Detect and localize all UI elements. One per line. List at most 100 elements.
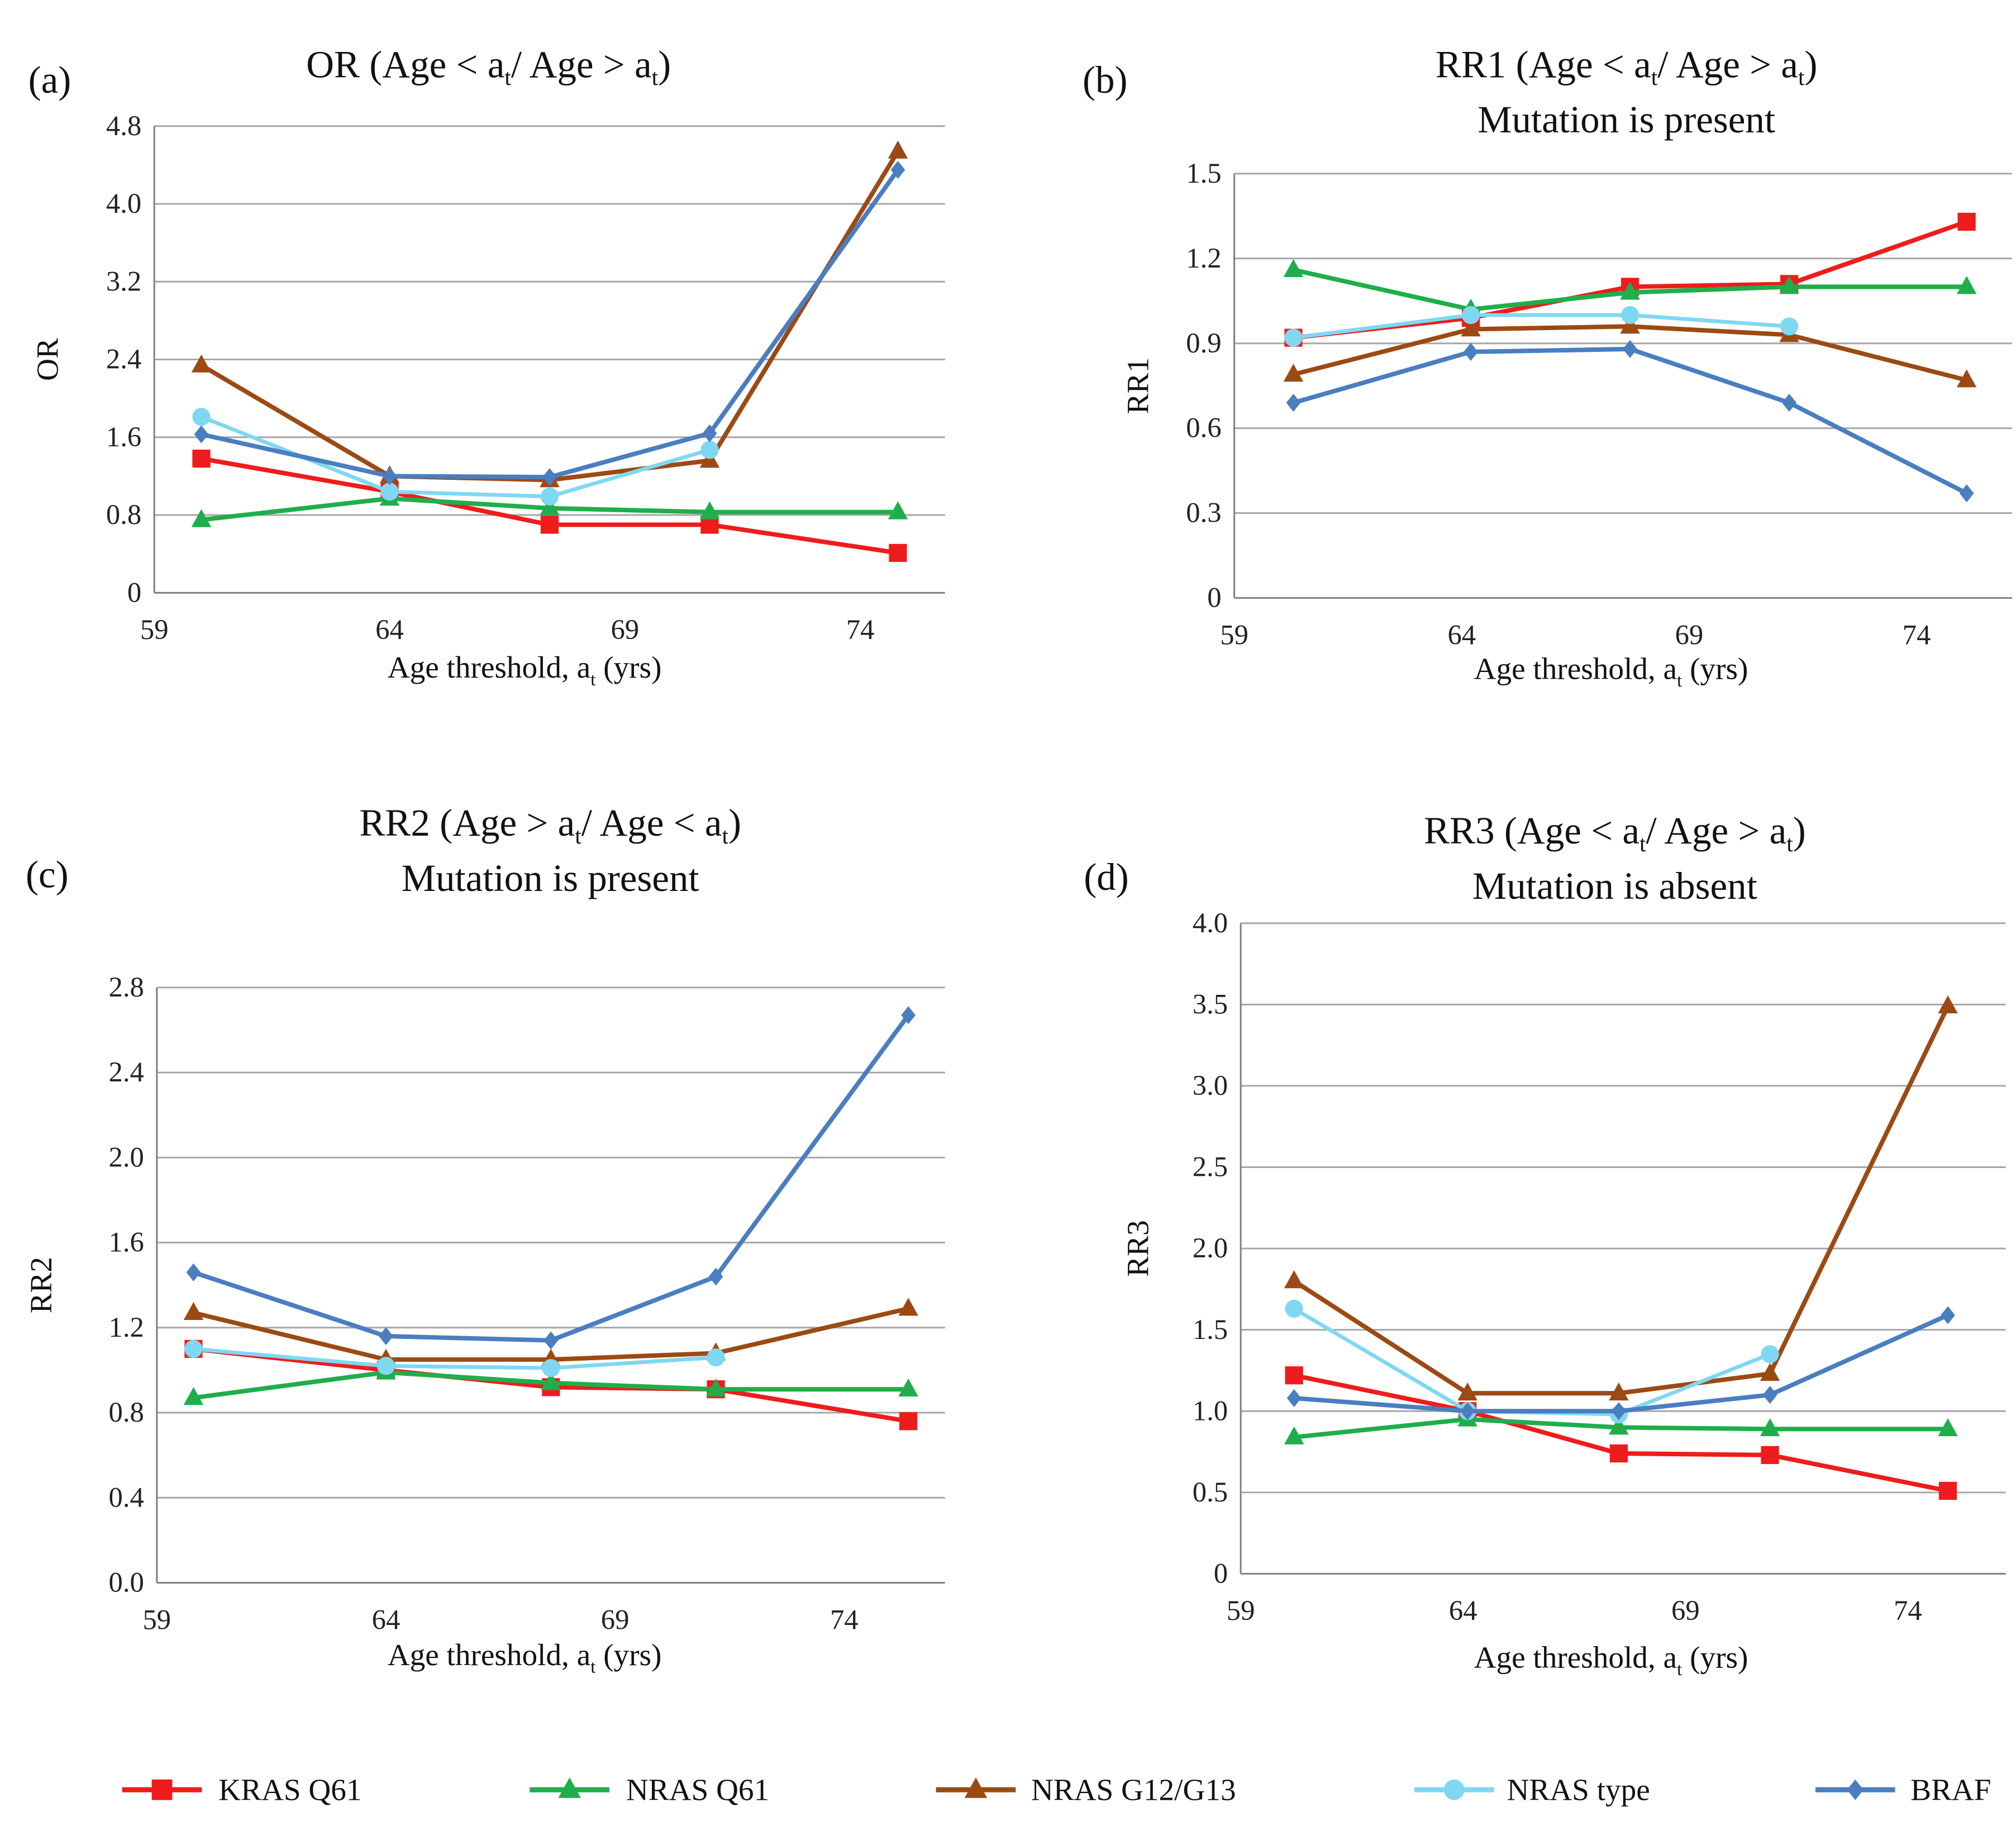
triangle-marker xyxy=(1284,1270,1304,1289)
triangle-marker xyxy=(1956,276,1977,294)
x-tick-label: 64 xyxy=(1447,619,1476,650)
triangle-marker xyxy=(1620,315,1640,334)
legend-item: NRAS G12/G13 xyxy=(936,1772,1236,1806)
text-segment: / Age < a xyxy=(582,801,722,844)
text-segment: ) xyxy=(1804,42,1817,85)
y-tick-label: 4.0 xyxy=(1193,907,1228,938)
square-marker xyxy=(1957,212,1976,231)
text-segment: OR (Age < a xyxy=(306,42,504,85)
series-line xyxy=(201,414,711,499)
y-axis-label: RR3 xyxy=(1121,1220,1155,1276)
triangle-marker xyxy=(1760,1418,1780,1437)
panel-label: (d) xyxy=(1084,855,1129,898)
y-tick-label: 1.6 xyxy=(109,1227,144,1258)
x-tick-label: 74 xyxy=(1903,619,1931,650)
series-line xyxy=(193,1013,911,1343)
x-tick-label: 64 xyxy=(372,1604,401,1635)
square-marker xyxy=(1609,1444,1628,1463)
chart-title: OR (Age < at/ Age > at) xyxy=(306,42,671,90)
y-tick-label: 0.8 xyxy=(109,1396,144,1428)
diamond-marker xyxy=(1782,393,1796,412)
y-tick-label: 1.2 xyxy=(1186,242,1221,274)
triangle-marker xyxy=(1620,282,1640,300)
circle-marker xyxy=(380,483,399,501)
panel-label: (c) xyxy=(26,852,69,895)
text-segment: (yrs) xyxy=(595,650,661,684)
series-nras-g12-g13 xyxy=(1284,995,1958,1401)
triangle-marker xyxy=(1457,1382,1478,1401)
circle-marker xyxy=(1443,1779,1465,1800)
circle-marker xyxy=(700,441,719,459)
triangle-marker xyxy=(1284,1426,1304,1445)
series-nras-q61 xyxy=(1284,1408,1958,1445)
triangle-marker xyxy=(1956,369,1977,388)
y-tick-label: 2.4 xyxy=(106,344,141,375)
diamond-marker xyxy=(1623,340,1637,358)
series-line xyxy=(1293,313,1790,340)
subscript: t xyxy=(722,823,728,849)
y-tick-label: 2.0 xyxy=(109,1141,144,1172)
y-tick-label: 3.0 xyxy=(1193,1070,1228,1101)
subscript: t xyxy=(575,823,582,849)
y-tick-label: 0.6 xyxy=(1186,412,1221,444)
legend-label: NRAS type xyxy=(1507,1772,1650,1806)
diamond-marker xyxy=(1464,342,1478,361)
chart-title: RR1 (Age < at/ Age > at) xyxy=(1436,42,1818,90)
panel-label: (a) xyxy=(28,58,72,101)
square-marker xyxy=(889,544,907,562)
x-tick-label: 74 xyxy=(846,614,875,645)
triangle-marker xyxy=(1938,995,1958,1014)
legend-item: BRAF xyxy=(1815,1772,1991,1806)
diamond-marker xyxy=(890,160,905,179)
x-tick-label: 69 xyxy=(601,1604,630,1635)
x-tick-label: 64 xyxy=(375,614,404,645)
y-tick-label: 2.0 xyxy=(1193,1232,1228,1264)
subscript: t xyxy=(1651,64,1658,90)
triangle-marker xyxy=(898,1378,918,1397)
diamond-marker xyxy=(379,1327,393,1346)
legend-label: NRAS G12/G13 xyxy=(1031,1772,1236,1806)
y-tick-label: 0 xyxy=(1214,1558,1228,1589)
diamond-marker xyxy=(1847,1779,1864,1800)
triangle-marker xyxy=(191,509,212,527)
text-segment: (yrs) xyxy=(595,1638,661,1672)
diamond-marker xyxy=(708,1267,723,1286)
x-axis-label: Age threshold, at (yrs) xyxy=(388,650,662,690)
x-tick-label: 59 xyxy=(1227,1595,1255,1626)
text-segment: / Age > a xyxy=(1646,809,1786,852)
x-tick-label: 59 xyxy=(142,1604,171,1635)
triangle-marker xyxy=(964,1777,988,1798)
y-tick-label: 3.5 xyxy=(1193,988,1228,1019)
legend-item: NRAS Q61 xyxy=(530,1772,769,1806)
x-tick-label: 69 xyxy=(1671,1595,1700,1626)
subscript: t xyxy=(590,1657,596,1677)
series-nras-type xyxy=(184,1340,725,1377)
triangle-marker xyxy=(183,1387,204,1405)
triangle-marker xyxy=(541,1372,561,1390)
series-nras-type xyxy=(1284,306,1799,347)
diamond-marker xyxy=(1941,1306,1955,1324)
y-tick-label: 0.4 xyxy=(109,1481,144,1513)
y-axis-label: RR2 xyxy=(24,1257,58,1313)
triangle-marker xyxy=(1609,1382,1629,1401)
chart-title: RR3 (Age < at/ Age > at) xyxy=(1424,809,1806,856)
circle-marker xyxy=(1285,1299,1303,1318)
diamond-marker xyxy=(1286,1389,1302,1408)
series-nras-q61 xyxy=(183,1361,918,1405)
series-line xyxy=(1293,1005,1950,1396)
circle-marker xyxy=(376,1357,395,1375)
y-tick-label: 0.3 xyxy=(1186,497,1221,528)
diamond-marker xyxy=(186,1263,201,1281)
text-segment: RR1 (Age < a xyxy=(1436,42,1651,85)
circle-marker xyxy=(1761,1345,1779,1364)
text-segment: (yrs) xyxy=(1682,1640,1748,1674)
y-tick-label: 0.8 xyxy=(106,499,141,530)
subscript: t xyxy=(652,64,659,90)
subscript: t xyxy=(1786,831,1793,856)
y-tick-label: 2.8 xyxy=(109,971,144,1003)
diamond-marker xyxy=(544,1331,559,1350)
legend-label: KRAS Q61 xyxy=(218,1772,361,1806)
text-segment: RR2 (Age > a xyxy=(359,801,575,844)
series-nras-q61 xyxy=(1283,259,1977,317)
x-tick-label: 74 xyxy=(1894,1595,1922,1626)
